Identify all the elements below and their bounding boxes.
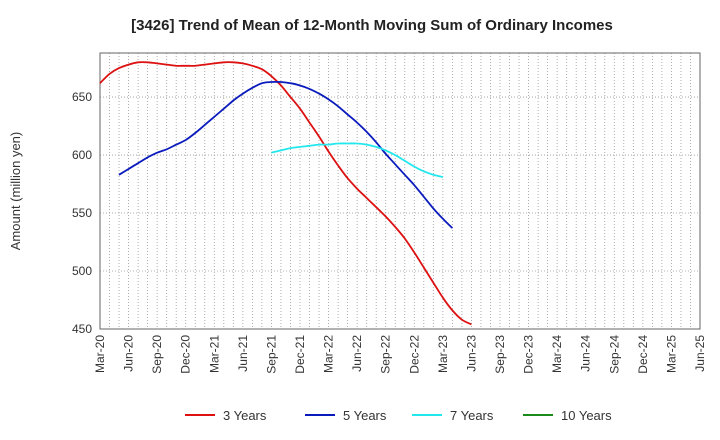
x-tick-label: Jun-21: [236, 335, 250, 372]
x-tick-label: Jun-22: [350, 335, 364, 372]
series-line-3-years: [99, 61, 472, 326]
y-tick-label: 450: [72, 322, 92, 336]
y-tick-labels: 450 500 550 600 650: [72, 90, 92, 336]
plot-frame: [99, 52, 701, 330]
x-tick-label: Mar-24: [550, 335, 564, 373]
x-tick-label: Mar-25: [664, 335, 678, 373]
x-tick-label: Jun-20: [122, 335, 136, 372]
y-tick-label: 650: [72, 90, 92, 104]
x-tick-label: Mar-21: [207, 335, 221, 373]
x-tick-label: Mar-22: [322, 335, 336, 373]
x-tick-label: Dec-24: [636, 335, 650, 374]
x-tick-labels: Mar-20 Jun-20 Sep-20 Dec-20 Mar-21 Jun-21 Sep-…: [93, 335, 707, 374]
legend-label-10-years: 10 Years: [561, 408, 612, 423]
x-tick-label: Jun-23: [464, 335, 478, 372]
series-group: [99, 61, 472, 326]
y-tick-label: 500: [72, 264, 92, 278]
series-line-7-years: [271, 142, 444, 178]
x-tick-label: Dec-22: [407, 335, 421, 374]
legend-label-3-years: 3 Years: [223, 408, 267, 423]
x-tick-label: Jun-25: [693, 335, 707, 372]
x-tick-label: Mar-23: [436, 335, 450, 373]
x-tick-label: Sep-23: [493, 335, 507, 374]
y-tick-label: 600: [72, 148, 92, 162]
chart-title: [3426] Trend of Mean of 12-Month Moving …: [131, 17, 613, 34]
x-tick-label: Mar-20: [93, 335, 107, 373]
x-tick-label: Dec-23: [522, 335, 536, 374]
y-tick-label: 550: [72, 206, 92, 220]
x-tick-label: Dec-20: [179, 335, 193, 374]
x-tick-label: Sep-21: [264, 335, 278, 374]
legend: 3 Years 5 Years 7 Years 10 Years: [185, 408, 612, 423]
legend-label-7-years: 7 Years: [450, 408, 494, 423]
x-tick-label: Sep-20: [150, 335, 164, 374]
y-axis-label: Amount (million yen): [8, 132, 23, 251]
x-tick-label: Dec-21: [293, 335, 307, 374]
series-line-5-years: [118, 80, 454, 229]
legend-label-5-years: 5 Years: [343, 408, 387, 423]
grid: [100, 53, 700, 330]
x-tick-label: Jun-24: [579, 335, 593, 372]
x-tick-label: Sep-24: [607, 335, 621, 374]
x-tick-label: Sep-22: [379, 335, 393, 374]
